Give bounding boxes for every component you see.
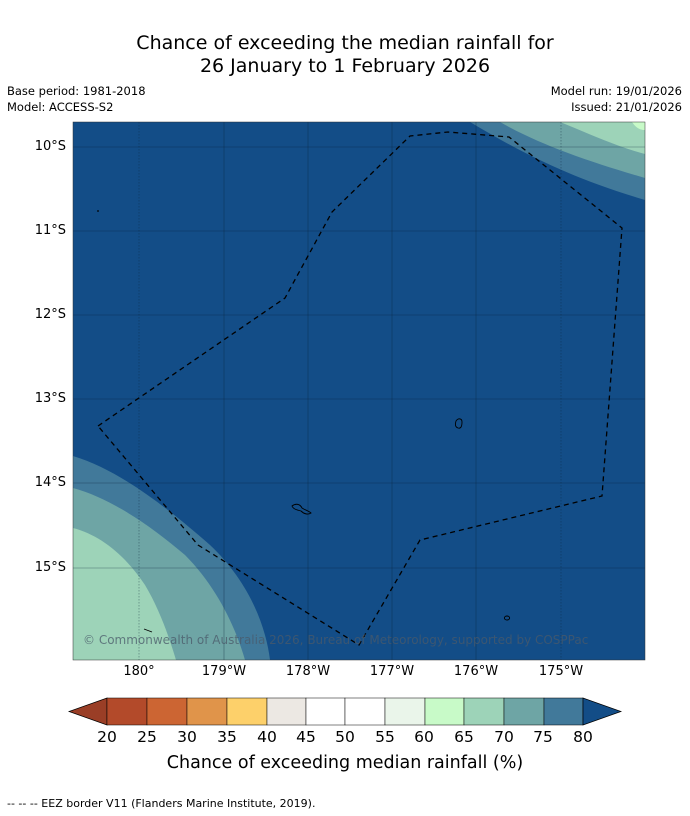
- colorbar-bin-60-65: [424, 697, 465, 726]
- colorbar-bin-50-55: [344, 697, 386, 726]
- map-frame: [72, 121, 646, 661]
- colorbar-tick-35: 35: [217, 728, 237, 746]
- colorbar-bin-40-45: [266, 697, 307, 726]
- colorbar-bin-20-25: [106, 697, 148, 726]
- lat-label-15s: 15°S: [34, 560, 66, 575]
- eez-border: [97, 131, 623, 646]
- eez-legend-note: -- -- -- EEZ border V11 (Flanders Marine…: [7, 797, 316, 810]
- model-run: Model run: 19/01/2026: [550, 84, 682, 98]
- copyright-notice: © Commonwealth of Australia 2026, Bureau…: [83, 633, 589, 647]
- colorbar-tick-55: 55: [375, 728, 395, 746]
- colorbar-bin-45-50: [305, 697, 346, 726]
- colorbar-tick-25: 25: [137, 728, 157, 746]
- colorbar-bin-65-70: [463, 697, 505, 726]
- colorbar-label: Chance of exceeding median rainfall (%): [166, 753, 524, 773]
- island-south: [503, 615, 511, 621]
- colorbar-tick-80: 80: [573, 728, 593, 746]
- lon-label-179w: 179°W: [201, 664, 247, 679]
- lon-label-177w: 177°W: [369, 664, 415, 679]
- colorbar-bin-35-40: [226, 697, 268, 726]
- island-central: [291, 503, 312, 515]
- colorbar: [67, 697, 623, 726]
- colorbar-tick-75: 75: [533, 728, 553, 746]
- lon-label-180: 180°: [123, 664, 155, 679]
- graticule: [73, 122, 645, 660]
- colorbar-bin-70-75: [503, 697, 545, 726]
- colorbar-tick-60: 60: [414, 728, 434, 746]
- colorbar-bin-25-30: [146, 697, 188, 726]
- map-area: [73, 122, 645, 660]
- lat-label-12s: 12°S: [34, 307, 66, 322]
- colorbar-tick-45: 45: [296, 728, 316, 746]
- colorbar-tick-20: 20: [97, 728, 117, 746]
- map-title-line2: 26 January to 1 February 2026: [199, 55, 491, 77]
- issued-date: Issued: 21/01/2026: [571, 100, 682, 114]
- colorbar-tick-40: 40: [257, 728, 277, 746]
- island-northwest: [97, 210, 99, 212]
- lat-label-10s: 10°S: [34, 139, 66, 154]
- colorbar-bin-30-35: [186, 697, 228, 726]
- colorbar-under-arrow: [67, 697, 108, 726]
- island-east: [454, 418, 463, 429]
- colorbar-tick-30: 30: [177, 728, 197, 746]
- sw-band-65: [73, 528, 176, 660]
- lat-label-14s: 14°S: [34, 475, 66, 490]
- island-southwest: [143, 628, 153, 633]
- colorbar-tick-65: 65: [454, 728, 474, 746]
- colorbar-bin-55-60: [384, 697, 426, 726]
- colorbar-tick-50: 50: [335, 728, 355, 746]
- ne-band-65: [560, 122, 645, 154]
- colorbar-over-arrow: [582, 697, 623, 726]
- base-period: Base period: 1981-2018: [7, 84, 146, 98]
- lat-label-11s: 11°S: [34, 223, 66, 238]
- lon-label-175w: 175°W: [538, 664, 584, 679]
- lon-label-176w: 176°W: [453, 664, 499, 679]
- model-name: Model: ACCESS-S2: [7, 100, 114, 114]
- lat-label-13s: 13°S: [34, 391, 66, 406]
- colorbar-tick-70: 70: [494, 728, 514, 746]
- colorbar-bin-75-80: [543, 697, 584, 726]
- ne-band-60: [632, 122, 645, 130]
- lon-label-178w: 178°W: [285, 664, 331, 679]
- map-title-line1: Chance of exceeding the median rainfall …: [136, 32, 554, 54]
